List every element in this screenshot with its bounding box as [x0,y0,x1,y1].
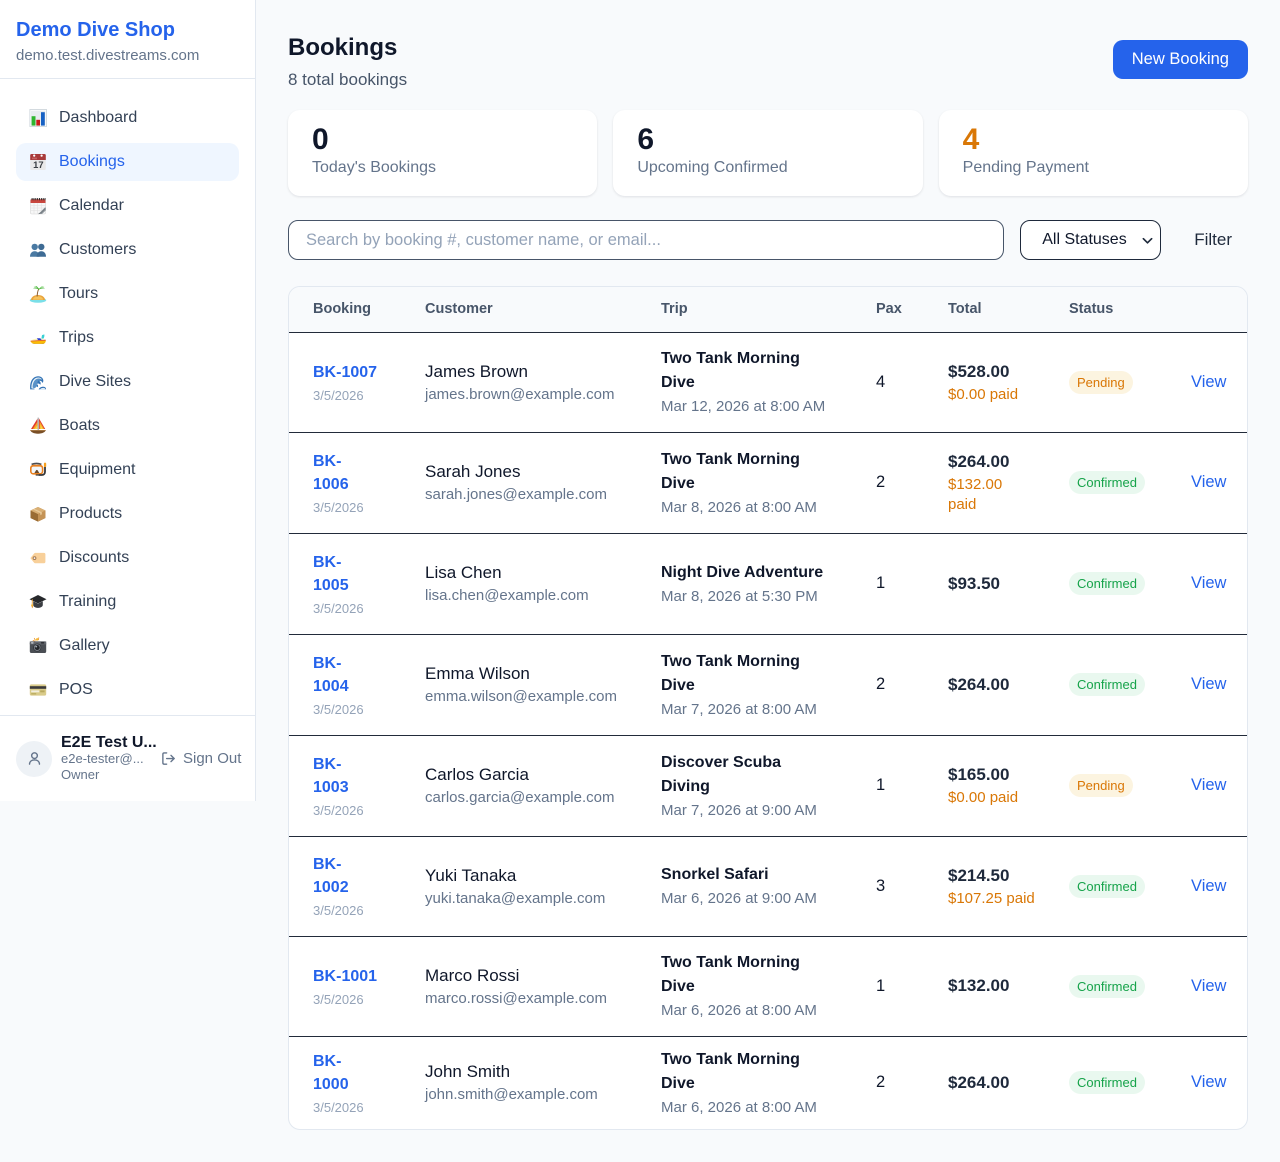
svg-text:17: 17 [33,159,43,170]
